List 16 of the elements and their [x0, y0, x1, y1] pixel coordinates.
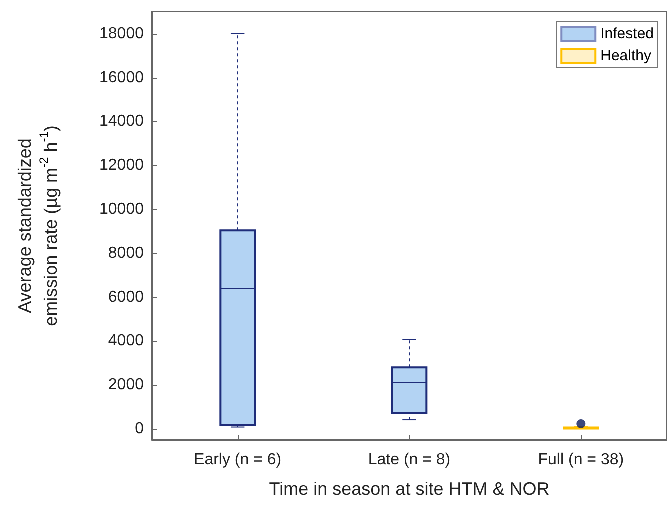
x-tick-label: Late (n = 8): [368, 452, 451, 468]
y-tick-label: 6000: [108, 288, 144, 306]
x-axis-title: Time in season at site HTM & NOR: [269, 479, 550, 499]
x-tick-label: Early (n = 6): [194, 452, 282, 468]
y-tick-label: 14000: [100, 113, 144, 130]
legend-label: Healthy: [600, 48, 652, 64]
y-tick-label: 0: [135, 420, 144, 438]
legend-label: Infested: [600, 26, 654, 42]
x-tick-label: Full (n = 38): [538, 452, 624, 468]
y-tick-label: 12000: [100, 157, 144, 174]
y-tick-label: 4000: [108, 332, 144, 350]
y-tick-label: 16000: [100, 69, 144, 86]
y-tick-label: 2000: [108, 376, 144, 394]
y-tick-label: 18000: [100, 25, 144, 42]
y-tick-label: 8000: [108, 244, 144, 262]
y-tick-label: 10000: [100, 201, 144, 218]
